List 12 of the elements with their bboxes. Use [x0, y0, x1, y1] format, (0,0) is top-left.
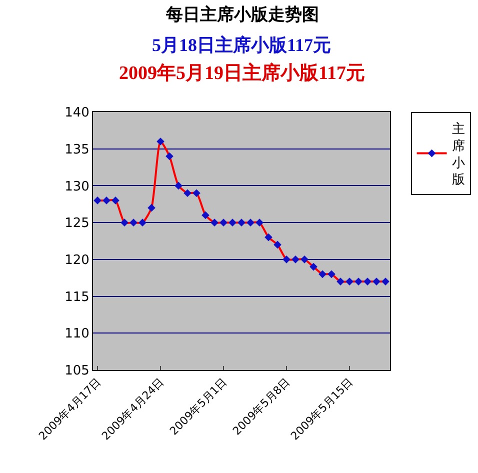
y-tick-label: 125 [64, 216, 90, 232]
legend-label: 主席小版 [452, 121, 465, 188]
y-tick-label: 115 [64, 290, 90, 305]
chart-title: 每日主席小版走势图 [165, 5, 319, 25]
y-tick-label: 140 [64, 106, 90, 121]
chart-subtitle: 5月18日主席小版117元 [152, 35, 332, 55]
y-tick-label: 120 [64, 252, 90, 268]
y-tick-label: 135 [64, 142, 90, 158]
y-tick-label: 105 [64, 364, 90, 379]
y-tick-label: 110 [64, 326, 90, 342]
y-tick-label: 130 [64, 179, 90, 194]
text: 2009年5月19日主席小版117元 [119, 62, 365, 84]
